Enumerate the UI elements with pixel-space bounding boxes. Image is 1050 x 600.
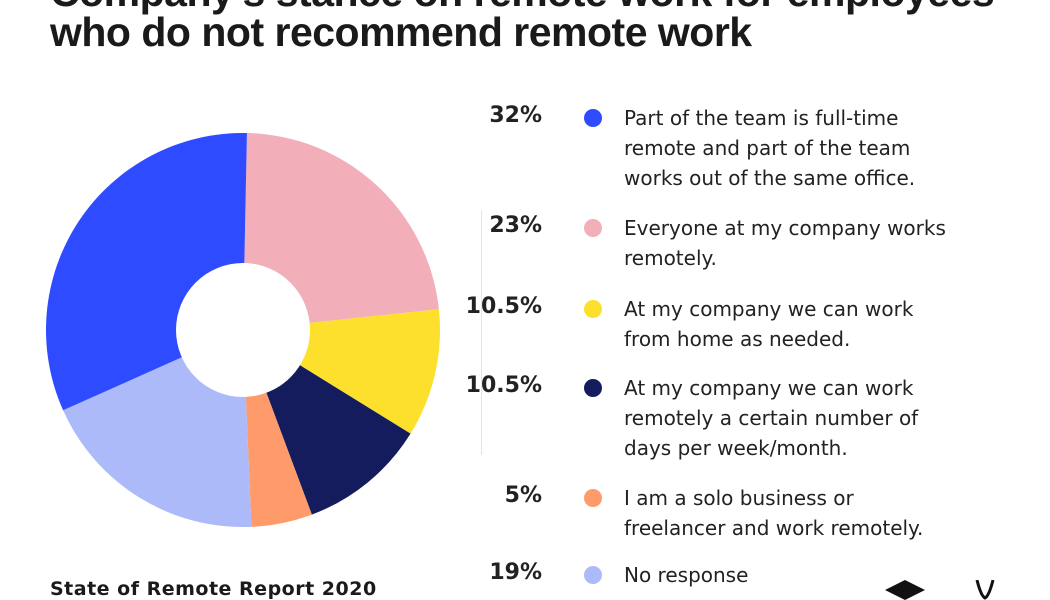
chart-title: Company's stance on remote work for empl…: [50, 0, 995, 55]
legend-swatch: [584, 300, 602, 318]
legend-label: Part of the team is full-time remote and …: [624, 106, 916, 190]
legend-value: 10.5%: [465, 294, 542, 319]
donut-chart: [46, 133, 440, 527]
legend-swatch: [584, 219, 602, 237]
legend-swatch: [584, 109, 602, 127]
legend-value: 10.5%: [465, 373, 542, 398]
legend-swatch: [584, 489, 602, 507]
donut-hole: [176, 263, 310, 397]
legend-label: No response: [624, 563, 749, 587]
legend-label: At my company we can work from home as ne…: [624, 297, 914, 351]
donut-slice: [243, 133, 439, 330]
legend-label: Everyone at my company works remotely.: [624, 216, 946, 270]
legend-swatch: [584, 379, 602, 397]
legend-label: I am a solo business or freelancer and wo…: [624, 486, 924, 540]
legend-value: 32%: [489, 103, 542, 128]
brand-logo-icon: [885, 580, 995, 600]
legend-value: 23%: [489, 213, 542, 238]
legend-value: 19%: [489, 560, 542, 585]
legend-label: At my company we can work remotely a cert…: [624, 376, 919, 460]
footer-source: State of Remote Report 2020: [50, 578, 377, 600]
legend-value: 5%: [504, 483, 542, 508]
divider-line: [481, 210, 482, 455]
legend-swatch: [584, 566, 602, 584]
